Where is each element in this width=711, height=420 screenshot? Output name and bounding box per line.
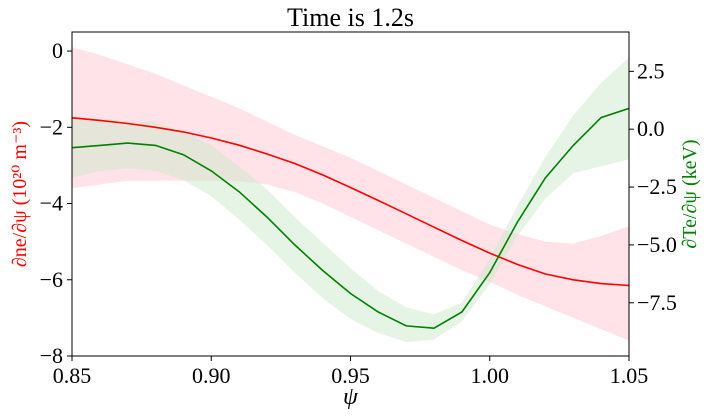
y-left-tick-label: 0	[52, 38, 63, 63]
x-tick-label: 1.05	[610, 363, 649, 388]
lines-layer	[72, 107, 629, 330]
y-left-tick-label: −2	[40, 114, 63, 139]
series-2-line	[72, 107, 629, 330]
y-right-tick-label: −7.5	[637, 290, 677, 315]
series-1-line	[72, 117, 629, 287]
x-tick-label: 1.00	[471, 363, 510, 388]
y-left-tick-label: −6	[40, 267, 63, 292]
y-left-tick-label: −8	[40, 343, 63, 368]
y-right-tick-label: −2.5	[637, 174, 677, 199]
y-axis-right-label: ∂Te/∂ψ (keV)	[679, 139, 701, 248]
ticks-layer: 0.85 0.90 0.95 1.00 1.05 0 −2 −4 −6 −8 2.5 0.0 −2.5 −…	[40, 38, 677, 388]
x-axis-label: ψ	[343, 384, 359, 410]
y-axis-left-label: ∂ne/∂ψ (10²⁰ m⁻³)	[9, 121, 31, 267]
x-tick-label: 0.95	[331, 363, 370, 388]
x-tick-label: 0.90	[192, 363, 231, 388]
x-tick-label: 0.85	[53, 363, 92, 388]
y-left-tick-label: −4	[40, 191, 63, 216]
y-right-tick-label: −5.0	[637, 232, 677, 257]
chart-title: Time is 1.2s	[287, 3, 414, 32]
y-right-tick-label: 2.5	[637, 58, 665, 83]
bands-layer	[72, 47, 629, 343]
series-1-band	[72, 47, 629, 341]
y-right-tick-label: 0.0	[637, 116, 665, 141]
